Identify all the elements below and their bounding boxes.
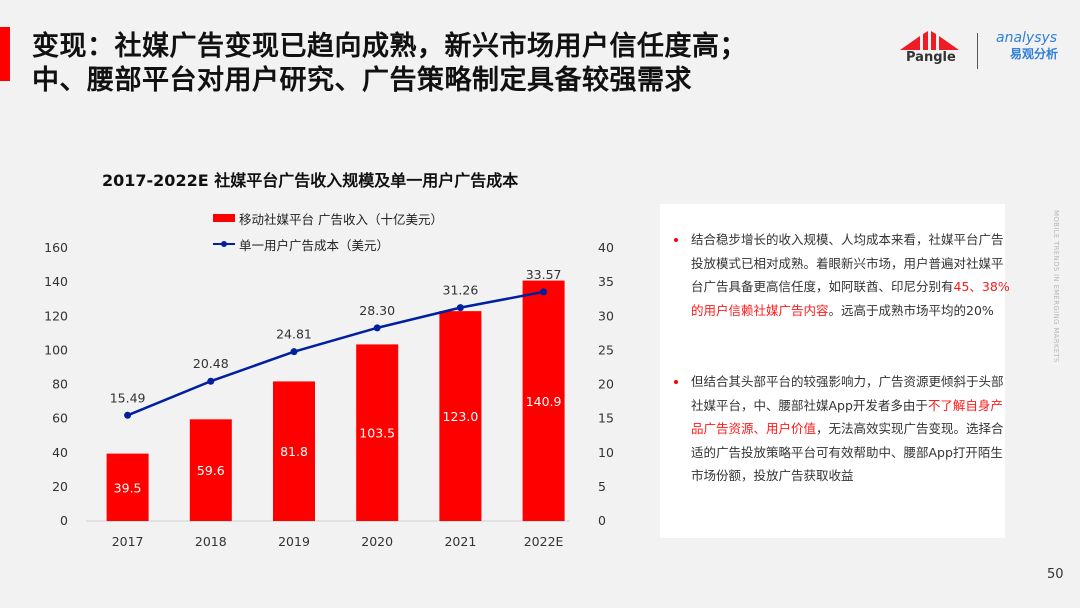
legend-label-revenue: 移动社媒平台 广告收入（十亿美元） bbox=[239, 211, 443, 227]
line-value-label: 31.26 bbox=[443, 283, 479, 298]
right-y-tick-label: 25 bbox=[598, 342, 614, 357]
analysys-logo-cn: 易观分析 bbox=[1010, 47, 1059, 61]
legend-label-cost: 单一用户广告成本（美元） bbox=[239, 237, 390, 253]
x-tick-label: 2017 bbox=[112, 534, 144, 549]
bullet-dot-icon bbox=[674, 238, 678, 242]
right-y-tick-label: 30 bbox=[598, 308, 614, 323]
bar-2017 bbox=[106, 453, 149, 521]
line-value-label: 15.49 bbox=[110, 390, 146, 405]
line-point-2018 bbox=[207, 377, 215, 385]
bar-value-label: 103.5 bbox=[359, 426, 395, 441]
insight-panel: 结合稳步增长的收入规模、人均成本来看，社媒平台广告投放模式已相对成熟。着眼新兴市… bbox=[660, 204, 1010, 538]
bullet-2-highlight: 不了解自身产品广告资源、用户价值 bbox=[691, 397, 1003, 437]
combo-chart: 0 20 40 60 80 100 120 140 160 0 5 10 15 20 25 30 35 40 3… bbox=[44, 240, 614, 549]
bullet-1-highlight: 45、38%的用户信赖社媒广告内容 bbox=[691, 279, 1010, 318]
bar-value-label: 39.5 bbox=[114, 480, 142, 495]
bar-value-label: 123.0 bbox=[443, 409, 479, 424]
bullet-1-text-b: 。远高于成熟市场平均的20% bbox=[828, 302, 994, 318]
line-value-label: 33.57 bbox=[526, 267, 562, 282]
chart-title: 2017-2022E 社媒平台广告收入规模及单一用户广告成本 bbox=[102, 171, 519, 190]
pangle-logo: Pangle bbox=[898, 30, 962, 70]
left-y-tick-label: 40 bbox=[52, 445, 68, 460]
line-point-2021 bbox=[456, 304, 464, 312]
page-title-line-1: 变现：社媒广告变现已趋向成熟，新兴市场用户信任度高； bbox=[32, 31, 747, 62]
cost-line bbox=[127, 290, 544, 417]
legend-bar-swatch bbox=[213, 214, 235, 222]
right-y-tick-label: 40 bbox=[598, 240, 614, 255]
left-y-tick-label: 80 bbox=[52, 377, 68, 392]
bullet-2-text-a: 但结合其头部平台的较强影响力，广告资源更倾斜于头部社媒平台，中、腰部社媒App开… bbox=[691, 374, 1004, 413]
line-value-label: 28.30 bbox=[359, 303, 395, 318]
insight-bullet-1: 结合稳步增长的收入规模、人均成本来看，社媒平台广告投放模式已相对成熟。着眼新兴市… bbox=[674, 228, 1011, 322]
title-accent-bar bbox=[0, 27, 10, 81]
bullet-2-text-b: ，无法高效实现广告变现。选择合适的广告投放策略平台可有效帮助中、腰部App打开陌… bbox=[691, 421, 1004, 483]
right-y-axis: 0 5 10 15 20 25 30 35 40 bbox=[598, 240, 614, 528]
line-point-2020 bbox=[373, 324, 381, 332]
left-y-tick-label: 100 bbox=[44, 342, 68, 357]
legend-item-cost: 单一用户广告成本（美元） bbox=[213, 231, 443, 257]
analysys-logo-en: analysys bbox=[996, 30, 1058, 46]
insight-bullet-2: 但结合其头部平台的较强影响力，广告资源更倾斜于头部社媒平台，中、腰部社媒App开… bbox=[674, 370, 1011, 488]
right-y-tick-label: 10 bbox=[598, 445, 614, 460]
line-value-label: 20.48 bbox=[193, 356, 229, 371]
right-y-tick-label: 0 bbox=[598, 513, 606, 528]
line-point-2017 bbox=[124, 411, 132, 419]
pangle-logo-text: Pangle bbox=[906, 50, 956, 65]
line-series bbox=[124, 288, 548, 419]
x-axis: 2017 2018 2019 2020 2021 2022E bbox=[112, 534, 564, 549]
bullet-dot-icon bbox=[674, 380, 678, 384]
page-number: 50 bbox=[1047, 567, 1064, 582]
side-caption: MOBILE TRENDS IN EMERGING MARKETS bbox=[1052, 210, 1060, 363]
bar-2018 bbox=[189, 419, 232, 521]
x-tick-label: 2020 bbox=[361, 534, 393, 549]
page-title-line-2: 中、腰部平台对用户研究、广告策略制定具备较强需求 bbox=[32, 65, 692, 96]
left-y-tick-label: 120 bbox=[44, 308, 68, 323]
left-y-axis: 0 20 40 60 80 100 120 140 160 bbox=[44, 240, 68, 528]
bar-value-label: 81.8 bbox=[280, 444, 308, 459]
page-title: 变现：社媒广告变现已趋向成熟，新兴市场用户信任度高； 中、腰部平台对用户研究、广… bbox=[32, 30, 747, 98]
line-point-2022E bbox=[540, 288, 548, 296]
bar-2019 bbox=[273, 381, 315, 521]
analysys-logo: analysys 易观分析 bbox=[996, 30, 1076, 62]
left-y-tick-label: 60 bbox=[52, 411, 68, 426]
chart-legend: 移动社媒平台 广告收入（十亿美元） 单一用户广告成本（美元） bbox=[213, 205, 443, 257]
line-point-2019 bbox=[290, 348, 298, 356]
bar-data-labels: 39.5 59.6 81.8 103.5 123.0 140.9 bbox=[114, 394, 562, 496]
x-tick-label: 2019 bbox=[278, 534, 310, 549]
right-y-tick-label: 15 bbox=[598, 411, 614, 426]
line-value-label: 24.81 bbox=[276, 327, 312, 342]
legend-line-swatch bbox=[213, 239, 235, 249]
left-y-tick-label: 160 bbox=[44, 240, 68, 255]
right-y-tick-label: 35 bbox=[598, 274, 614, 289]
bar-series bbox=[106, 280, 565, 521]
x-tick-label: 2021 bbox=[444, 534, 476, 549]
pangle-roof-icon bbox=[900, 31, 959, 50]
left-y-tick-label: 20 bbox=[52, 479, 68, 494]
bar-2021 bbox=[439, 311, 482, 521]
x-tick-label: 2022E bbox=[524, 534, 564, 549]
bar-2022E bbox=[522, 280, 565, 521]
bar-value-label: 59.6 bbox=[197, 463, 225, 478]
logo-divider bbox=[977, 33, 978, 69]
line-data-labels: 15.49 20.48 24.81 28.30 31.26 33.57 bbox=[110, 267, 562, 405]
right-y-tick-label: 20 bbox=[598, 377, 614, 392]
bar-2020 bbox=[356, 344, 399, 521]
x-tick-label: 2018 bbox=[195, 534, 227, 549]
left-y-tick-label: 0 bbox=[60, 513, 68, 528]
left-y-tick-label: 140 bbox=[44, 274, 68, 289]
legend-item-revenue: 移动社媒平台 广告收入（十亿美元） bbox=[213, 205, 443, 231]
right-y-tick-label: 5 bbox=[598, 479, 606, 494]
bar-value-label: 140.9 bbox=[526, 394, 562, 409]
bullet-1-text-a: 结合稳步增长的收入规模、人均成本来看，社媒平台广告投放模式已相对成熟。着眼新兴市… bbox=[691, 232, 1004, 294]
